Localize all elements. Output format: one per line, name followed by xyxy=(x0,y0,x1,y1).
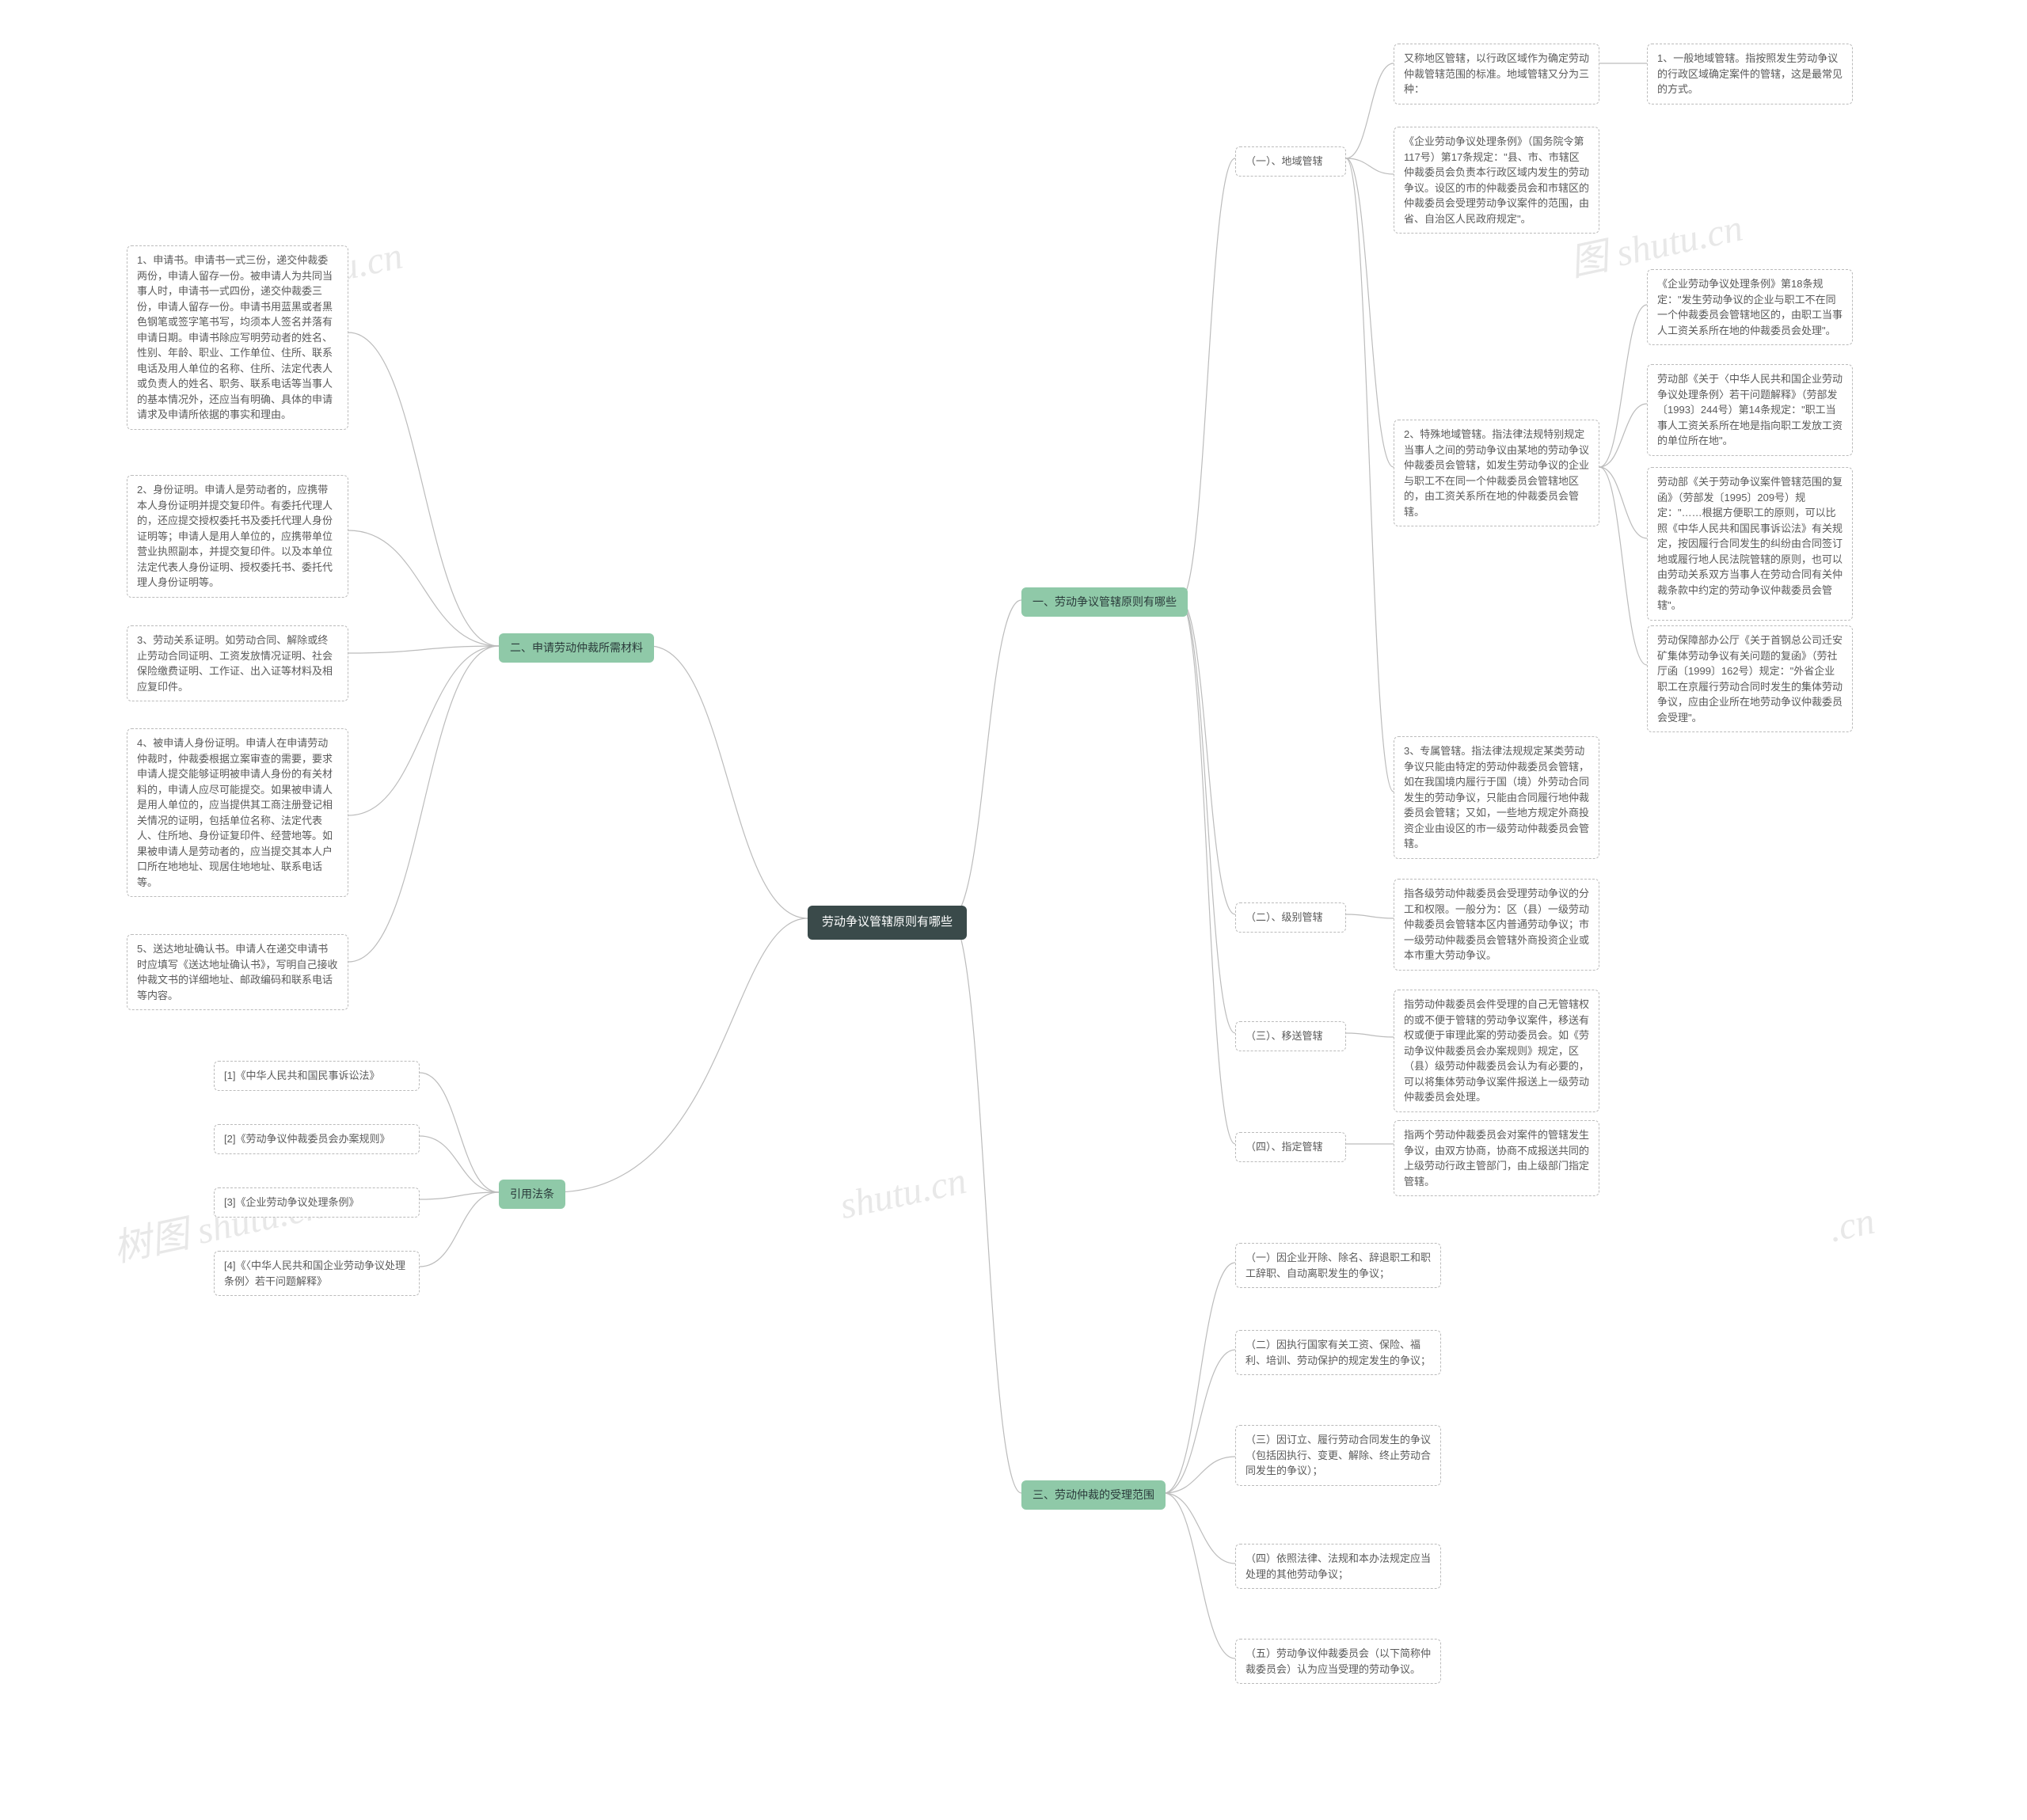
branch-l1: 二、申请劳动仲裁所需材料 xyxy=(499,633,654,663)
node-r2a: （一）因企业开除、除名、辞退职工和职工辞职、自动离职发生的争议； xyxy=(1235,1243,1441,1288)
node-r1c: （三）、移送管辖 xyxy=(1235,1021,1346,1051)
node-l1d: 4、被申请人身份证明。申请人在申请劳动仲裁时，仲裁委根据立案审查的需要，要求申请… xyxy=(127,728,348,897)
node-r1a: （一）、地域管辖 xyxy=(1235,146,1346,177)
node-r1a1: 又称地区管辖，以行政区域作为确定劳动仲裁管辖范围的标准。地域管辖又分为三种： xyxy=(1394,44,1599,104)
node-r1a4: 3、专属管辖。指法律法规规定某类劳动争议只能由特定的劳动仲裁委员会管辖，如在我国… xyxy=(1394,736,1599,859)
node-r2d: （四）依照法律、法规和本办法规定应当处理的其他劳动争议； xyxy=(1235,1544,1441,1589)
watermark: shutu.cn xyxy=(836,1159,970,1228)
node-l2c: [3]《企业劳动争议处理条例》 xyxy=(214,1187,420,1218)
node-r2e: （五）劳动争议仲裁委员会（以下简称仲裁委员会）认为应当受理的劳动争议。 xyxy=(1235,1639,1441,1684)
node-l1e: 5、送达地址确认书。申请人在递交申请书时应填写《送达地址确认书》，写明自己接收仲… xyxy=(127,934,348,1010)
node-l2d: [4]《〈中华人民共和国企业劳动争议处理条例〉若干问题解释》 xyxy=(214,1251,420,1296)
node-l2b: [2]《劳动争议仲裁委员会办案规则》 xyxy=(214,1124,420,1154)
root-node: 劳动争议管辖原则有哪些 xyxy=(808,906,967,940)
branch-l2: 引用法条 xyxy=(499,1180,565,1209)
node-r1a3c: 劳动部《关于劳动争议案件管辖范围的复函》（劳部发〔1995〕209号）规定："…… xyxy=(1647,467,1853,621)
node-r1c1: 指劳动仲裁委员会件受理的自己无管辖权的或不便于管辖的劳动争议案件，移送有权或便于… xyxy=(1394,990,1599,1112)
node-r1a3a: 《企业劳动争议处理条例》第18条规定："发生劳动争议的企业与职工不在同一个仲裁委… xyxy=(1647,269,1853,345)
node-l1b: 2、身份证明。申请人是劳动者的，应携带本人身份证明并提交复印件。有委托代理人的，… xyxy=(127,475,348,598)
node-r1a3b: 劳动部《关于〈中华人民共和国企业劳动争议处理条例〉若干问题解释》（劳部发〔199… xyxy=(1647,364,1853,456)
node-r1b: （二）、级别管辖 xyxy=(1235,902,1346,933)
node-l2a: [1]《中华人民共和国民事诉讼法》 xyxy=(214,1061,420,1091)
node-r1a3d: 劳动保障部办公厅《关于首钢总公司迁安矿集体劳动争议有关问题的复函》（劳社厅函〔1… xyxy=(1647,625,1853,732)
node-l1c: 3、劳动关系证明。如劳动合同、解除或终止劳动合同证明、工资发放情况证明、社会保险… xyxy=(127,625,348,701)
node-r2b: （二）因执行国家有关工资、保险、福利、培训、劳动保护的规定发生的争议； xyxy=(1235,1330,1441,1375)
node-r1a3: 2、特殊地域管辖。指法律法规特别规定当事人之间的劳动争议由某地的劳动争议仲裁委员… xyxy=(1394,420,1599,526)
node-r2c: （三）因订立、履行劳动合同发生的争议（包括因执行、变更、解除、终止劳动合同发生的… xyxy=(1235,1425,1441,1486)
branch-r1: 一、劳动争议管辖原则有哪些 xyxy=(1021,587,1188,617)
node-r1a2: 《企业劳动争议处理条例》（国务院令第117号）第17条规定："县、市、市辖区仲裁… xyxy=(1394,127,1599,234)
node-r1d1: 指两个劳动仲裁委员会对案件的管辖发生争议，由双方协商，协商不成报送共同的上级劳动… xyxy=(1394,1120,1599,1196)
node-r1d: （四）、指定管辖 xyxy=(1235,1132,1346,1162)
branch-r2: 三、劳动仲裁的受理范围 xyxy=(1021,1480,1166,1510)
watermark: .cn xyxy=(1825,1199,1878,1252)
node-r1b1: 指各级劳动仲裁委员会受理劳动争议的分工和权限。一般分为：区（县）一级劳动仲裁委员… xyxy=(1394,879,1599,971)
node-l1a: 1、申请书。申请书一式三份，递交仲裁委两份，申请人留存一份。被申请人为共同当事人… xyxy=(127,245,348,430)
node-r1a1a: 1、一般地域管辖。指按照发生劳动争议的行政区域确定案件的管辖，这是最常见的方式。 xyxy=(1647,44,1853,104)
